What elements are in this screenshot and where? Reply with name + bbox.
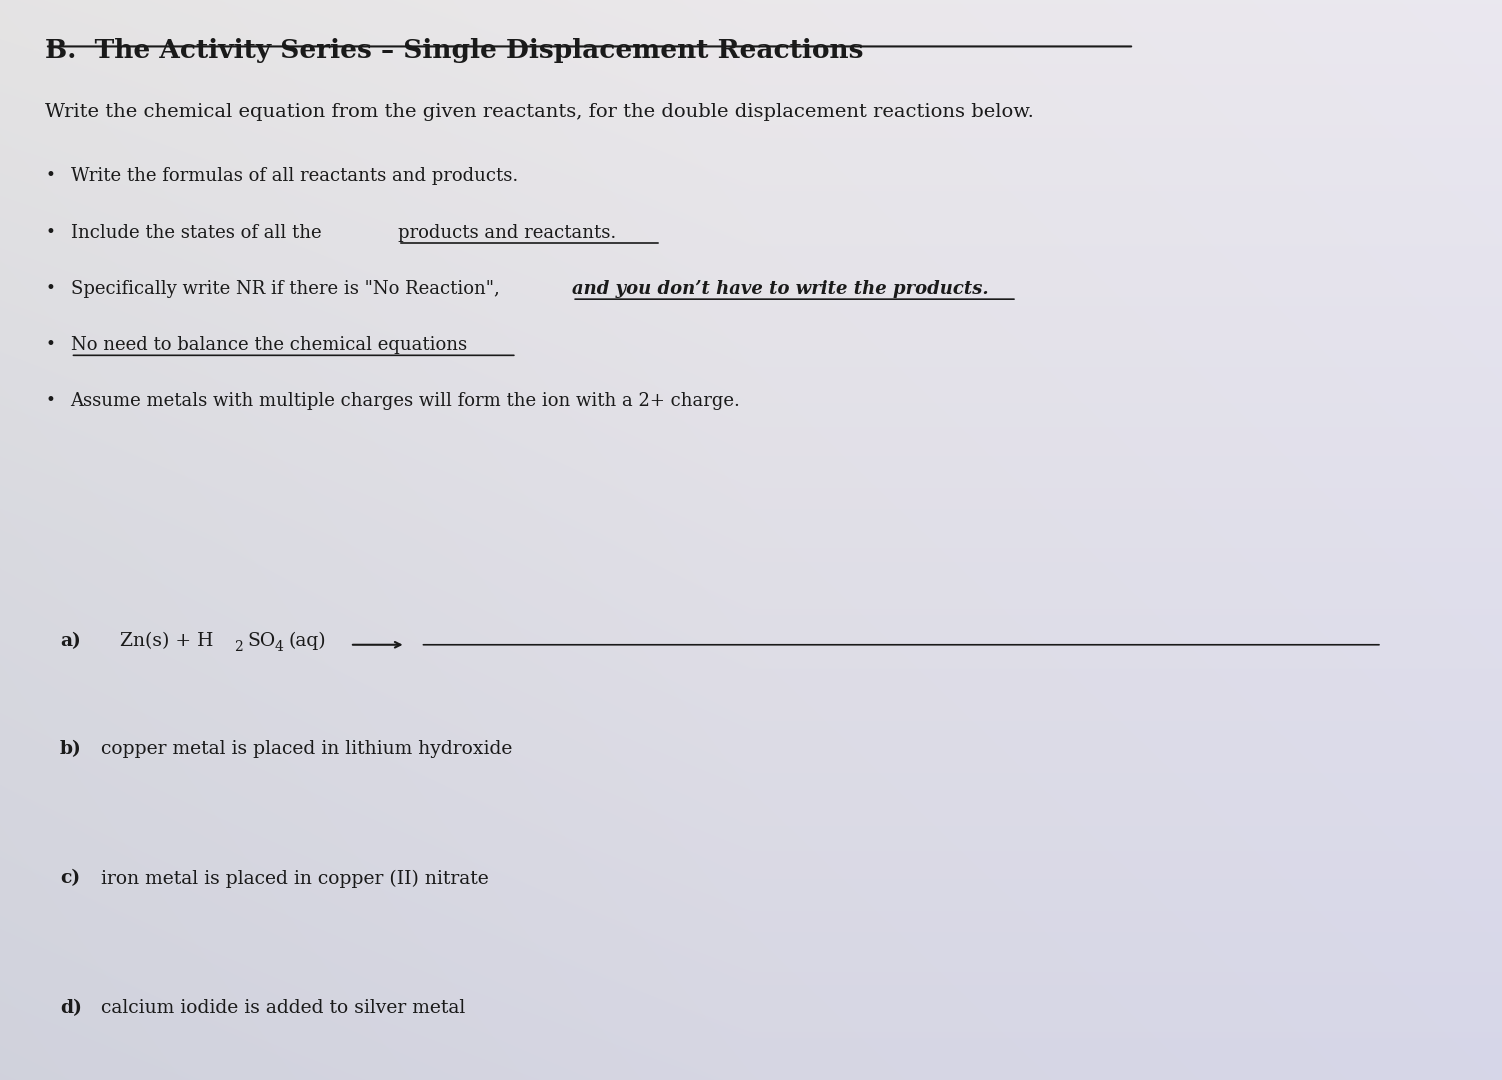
Text: c): c) <box>60 869 80 888</box>
Text: B.  The Activity Series – Single Displacement Reactions: B. The Activity Series – Single Displace… <box>45 38 864 63</box>
Text: d): d) <box>60 999 83 1017</box>
Text: •: • <box>45 167 56 185</box>
Text: a): a) <box>60 632 81 650</box>
Text: b): b) <box>60 740 81 758</box>
Text: Specifically write NR if there is "No Reaction",: Specifically write NR if there is "No Re… <box>71 280 505 298</box>
Text: •: • <box>45 392 56 409</box>
Text: calcium iodide is added to silver metal: calcium iodide is added to silver metal <box>101 999 466 1017</box>
Text: copper metal is placed in lithium hydroxide: copper metal is placed in lithium hydrox… <box>101 740 512 758</box>
Text: SO: SO <box>248 632 276 650</box>
Text: (aq): (aq) <box>288 632 326 650</box>
Text: •: • <box>45 280 56 297</box>
Text: •: • <box>45 336 56 353</box>
Text: 2: 2 <box>234 640 243 654</box>
Text: Assume metals with multiple charges will form the ion with a 2+ charge.: Assume metals with multiple charges will… <box>71 392 740 410</box>
Text: •: • <box>45 224 56 241</box>
Text: Write the formulas of all reactants and products.: Write the formulas of all reactants and … <box>71 167 518 186</box>
Text: and you don’t have to write the products.: and you don’t have to write the products… <box>572 280 988 298</box>
Text: 4: 4 <box>275 640 284 654</box>
Text: Write the chemical equation from the given reactants, for the double displacemen: Write the chemical equation from the giv… <box>45 103 1033 121</box>
Text: No need to balance the chemical equations: No need to balance the chemical equation… <box>71 336 467 354</box>
Text: iron metal is placed in copper (II) nitrate: iron metal is placed in copper (II) nitr… <box>101 869 488 888</box>
Text: products and reactants.: products and reactants. <box>398 224 616 242</box>
Text: Zn(s) + H: Zn(s) + H <box>120 632 213 650</box>
Text: Include the states of all the: Include the states of all the <box>71 224 327 242</box>
